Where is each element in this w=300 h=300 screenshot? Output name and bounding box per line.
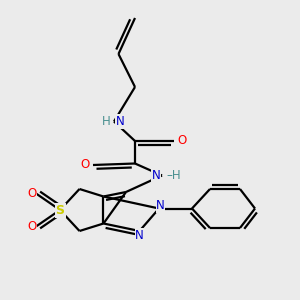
Text: O: O (81, 158, 90, 172)
Text: N: N (156, 199, 165, 212)
Text: N: N (135, 229, 144, 242)
Text: O: O (27, 187, 36, 200)
Text: S: S (56, 203, 64, 217)
Text: O: O (177, 134, 186, 148)
Text: –H: –H (167, 169, 181, 182)
Text: N: N (116, 115, 124, 128)
Text: O: O (27, 220, 36, 233)
Text: H: H (102, 115, 111, 128)
Text: N: N (152, 169, 161, 182)
